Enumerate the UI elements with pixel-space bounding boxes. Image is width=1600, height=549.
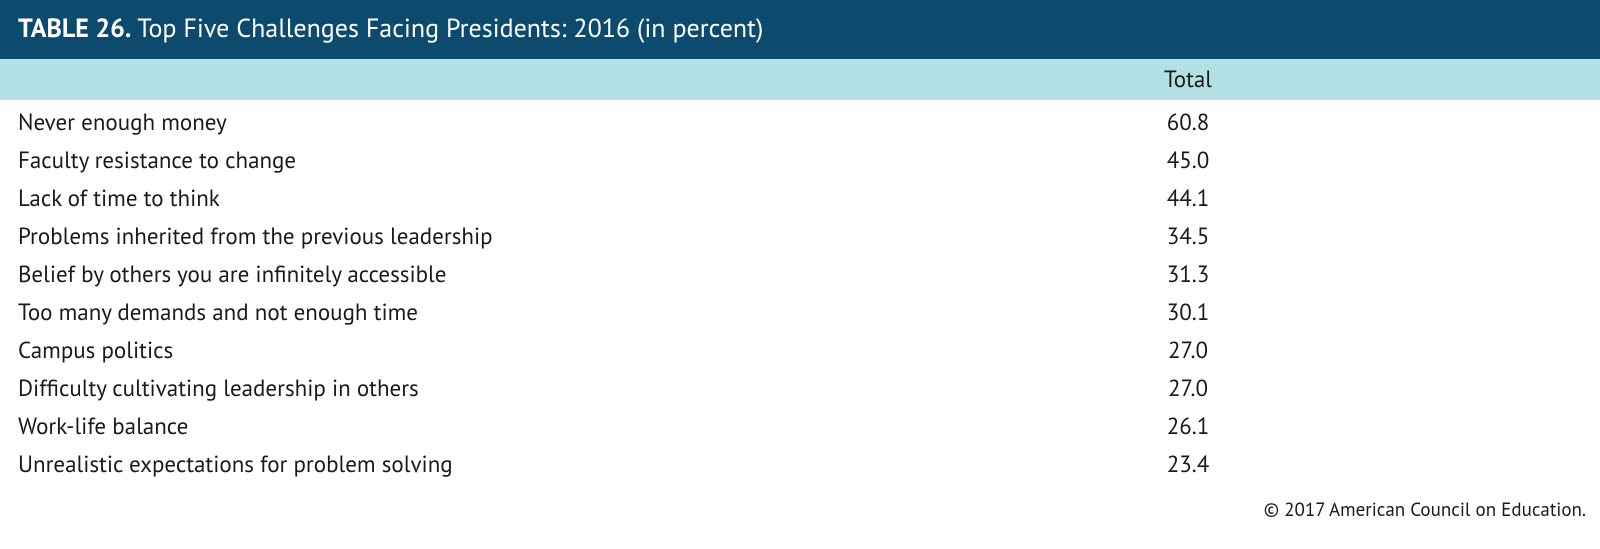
cell-total: 34.5 xyxy=(1118,218,1258,256)
table-row: Difficulty cultivating leadership in oth… xyxy=(0,370,1600,408)
cell-total: 27.0 xyxy=(1118,332,1258,370)
table-header-row: Total xyxy=(0,59,1600,100)
table-title-bar: TABLE 26. Top Five Challenges Facing Pre… xyxy=(0,0,1600,59)
table-row: Lack of time to think 44.1 xyxy=(0,180,1600,218)
cell-challenge: Unrealistic expectations for problem sol… xyxy=(18,446,1118,484)
header-challenge-blank xyxy=(18,65,1118,94)
cell-total: 60.8 xyxy=(1118,104,1258,142)
cell-total: 44.1 xyxy=(1118,180,1258,218)
header-total: Total xyxy=(1118,65,1258,94)
cell-total: 31.3 xyxy=(1118,256,1258,294)
cell-total: 23.4 xyxy=(1118,446,1258,484)
table-row: Never enough money 60.8 xyxy=(0,104,1600,142)
cell-challenge: Work-life balance xyxy=(18,408,1118,446)
table-26: TABLE 26. Top Five Challenges Facing Pre… xyxy=(0,0,1600,522)
table-row: Too many demands and not enough time 30.… xyxy=(0,294,1600,332)
cell-challenge: Problems inherited from the previous lea… xyxy=(18,218,1118,256)
copyright-text: © 2017 American Council on Education. xyxy=(0,494,1600,522)
table-body: Never enough money 60.8 Faculty resistan… xyxy=(0,100,1600,494)
cell-total: 30.1 xyxy=(1118,294,1258,332)
cell-challenge: Too many demands and not enough time xyxy=(18,294,1118,332)
table-row: Belief by others you are infinitely acce… xyxy=(0,256,1600,294)
table-row: Work-life balance 26.1 xyxy=(0,408,1600,446)
table-row: Problems inherited from the previous lea… xyxy=(0,218,1600,256)
table-row: Campus politics 27.0 xyxy=(0,332,1600,370)
cell-challenge: Never enough money xyxy=(18,104,1118,142)
cell-total: 45.0 xyxy=(1118,142,1258,180)
cell-challenge: Faculty resistance to change xyxy=(18,142,1118,180)
cell-challenge: Campus politics xyxy=(18,332,1118,370)
cell-challenge: Belief by others you are infinitely acce… xyxy=(18,256,1118,294)
cell-total: 27.0 xyxy=(1118,370,1258,408)
table-row: Faculty resistance to change 45.0 xyxy=(0,142,1600,180)
table-caption: Top Five Challenges Facing Presidents: 2… xyxy=(137,12,763,45)
cell-challenge: Lack of time to think xyxy=(18,180,1118,218)
table-row: Unrealistic expectations for problem sol… xyxy=(0,446,1600,484)
cell-total: 26.1 xyxy=(1118,408,1258,446)
cell-challenge: Difficulty cultivating leadership in oth… xyxy=(18,370,1118,408)
table-label: TABLE 26. xyxy=(18,12,131,45)
